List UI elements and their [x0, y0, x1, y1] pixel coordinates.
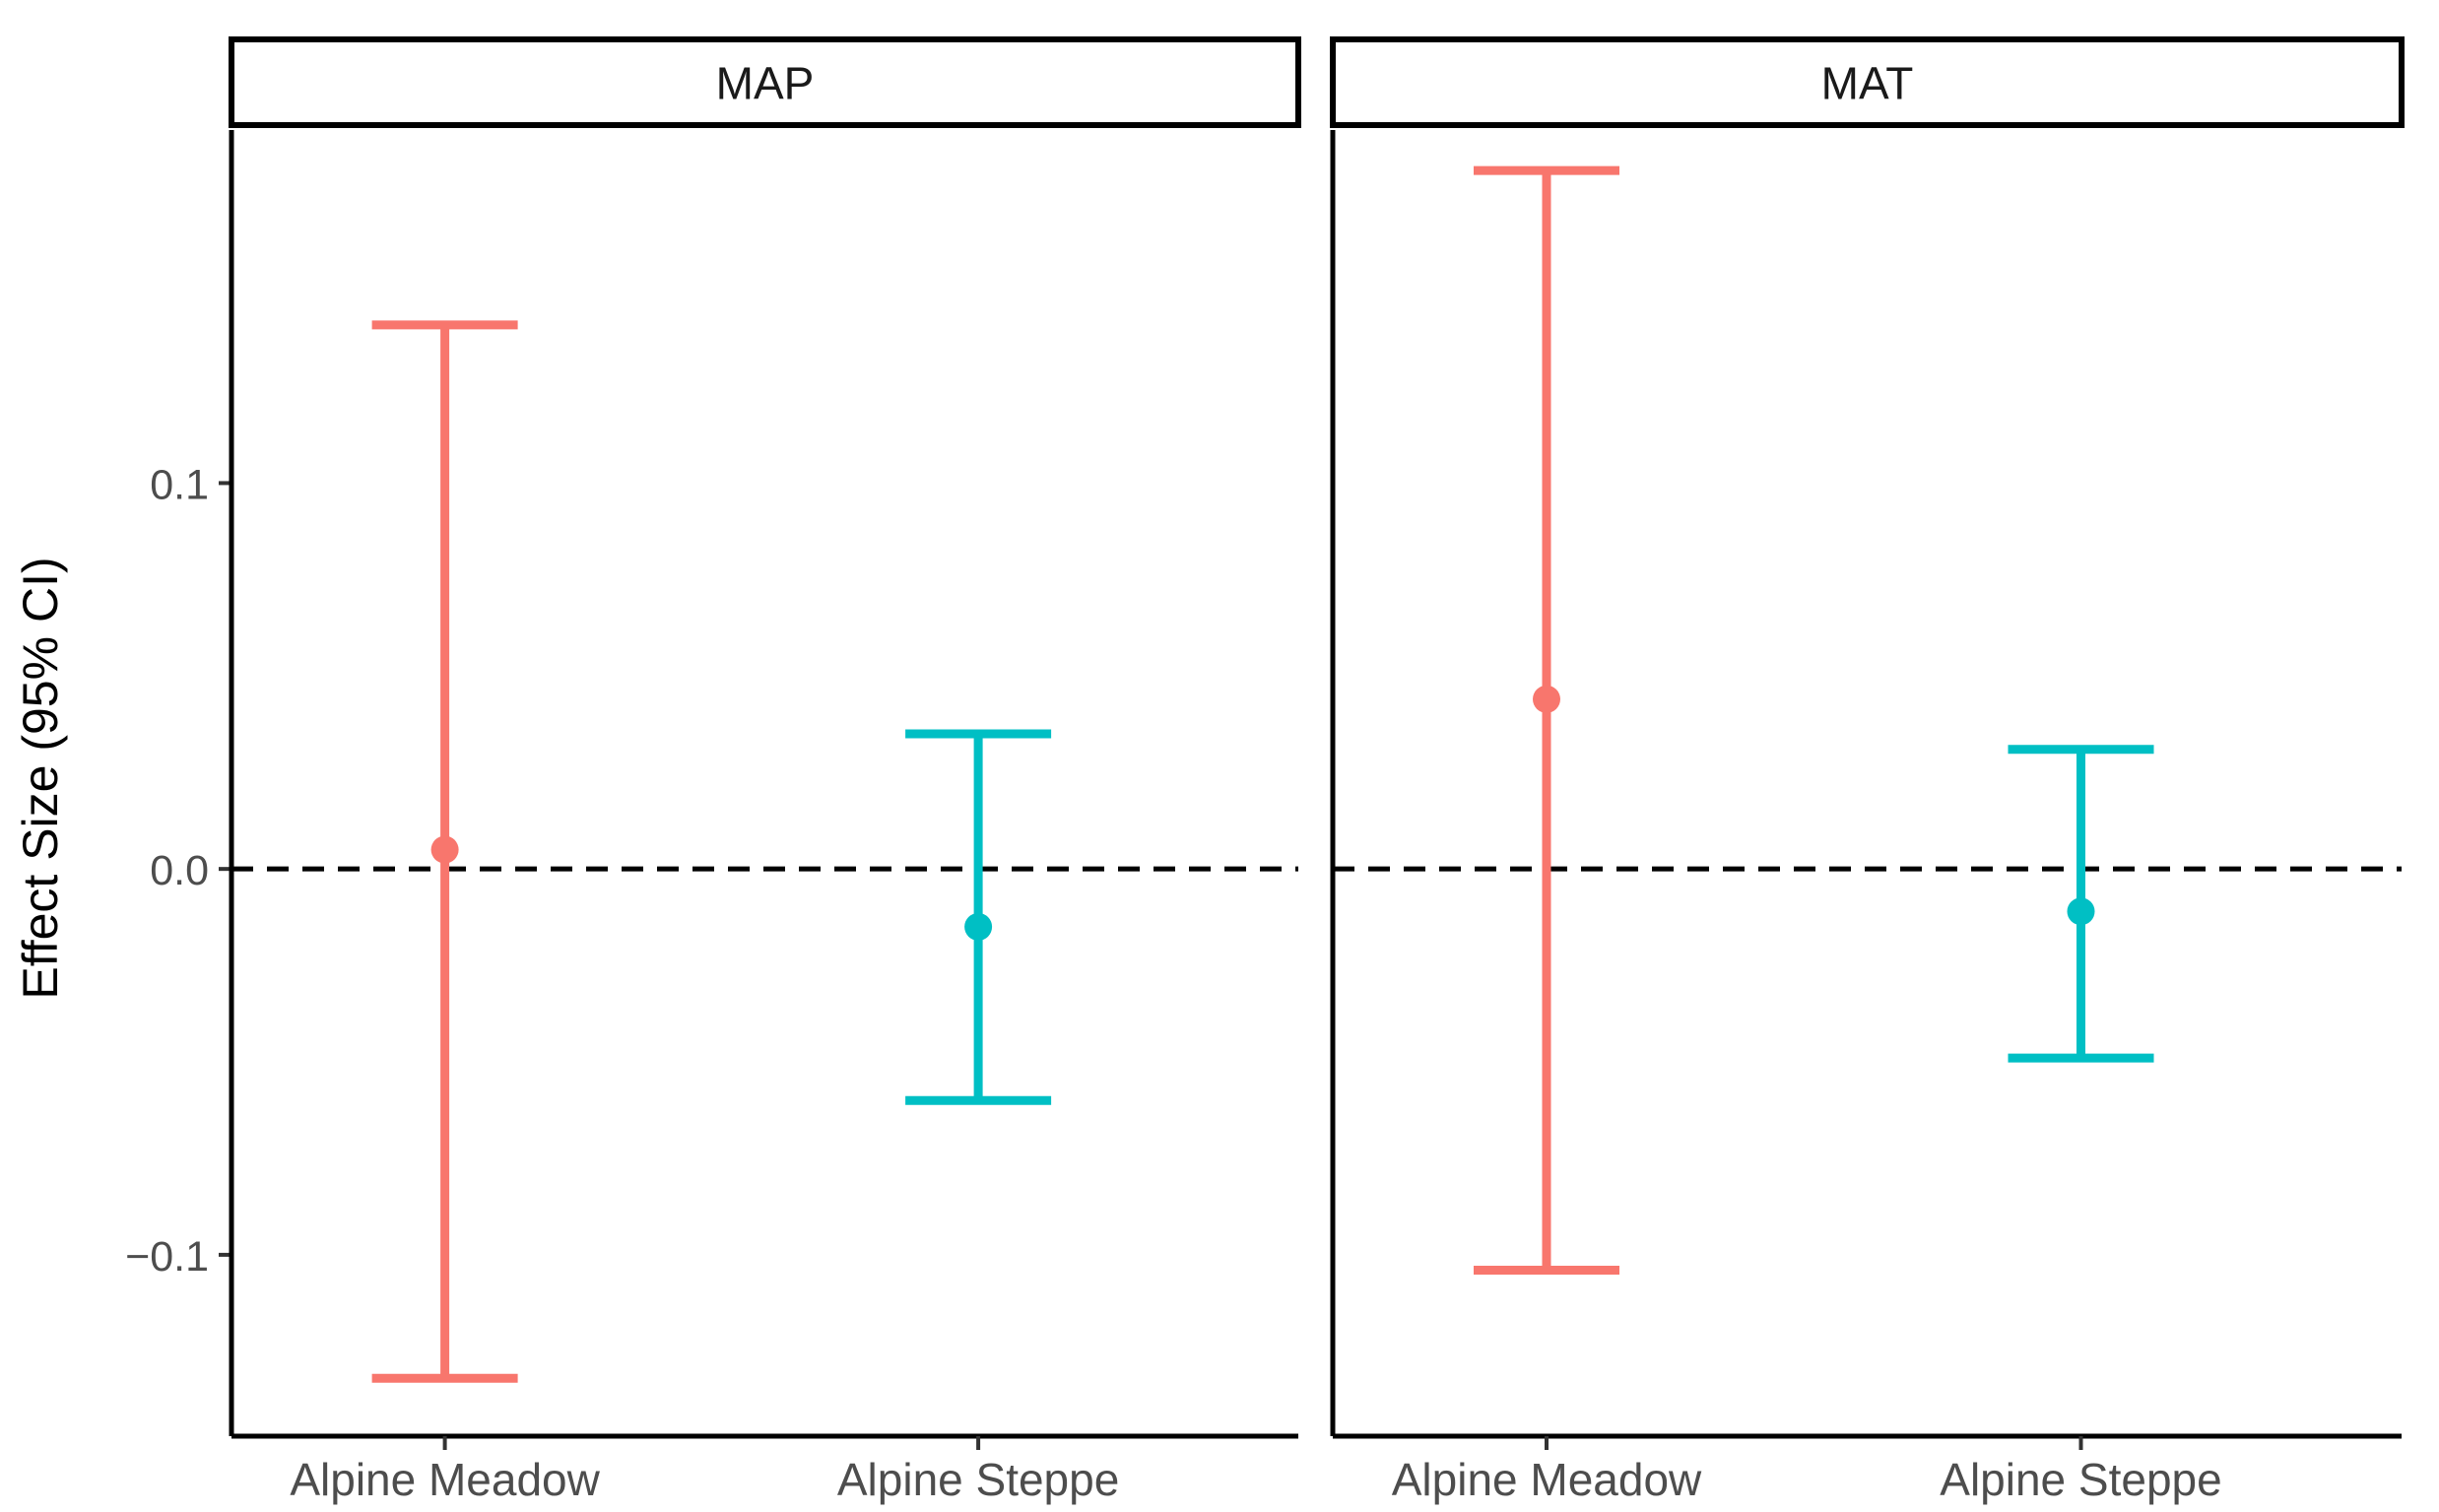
x-tick-label: Alpine Meadow [1392, 1454, 1702, 1505]
x-tick-label: Alpine Meadow [290, 1454, 600, 1505]
strip-box [229, 36, 1301, 128]
panel-map: MAP Alpine Meadow Alpine Steppe [229, 36, 1301, 1505]
errorbar-alpine-meadow [1474, 165, 1619, 1276]
x-tick-label: Alpine Steppe [1940, 1454, 2221, 1505]
y-tick-label: 0.1 [150, 461, 209, 508]
strip-box [1330, 36, 2405, 128]
errorbar-alpine-steppe [2008, 745, 2154, 1063]
errorbar-alpine-meadow [371, 320, 518, 1383]
strip-label: MAP [716, 58, 815, 109]
strip-label: MAT [1821, 58, 1914, 109]
point-estimate [2067, 897, 2095, 926]
point-estimate [1533, 685, 1560, 713]
y-tick-label: −0.1 [125, 1233, 209, 1281]
y-axis-label: Effect Size (95% CI) [13, 557, 68, 999]
y-tick-label: 0.0 [150, 847, 209, 894]
errorbar-alpine-steppe [905, 729, 1052, 1105]
x-tick-label: Alpine Steppe [837, 1454, 1119, 1505]
point-estimate [430, 835, 459, 864]
panel-mat: MAT Alpine Meadow Alpine Steppe [1330, 36, 2405, 1505]
point-estimate [964, 912, 993, 941]
